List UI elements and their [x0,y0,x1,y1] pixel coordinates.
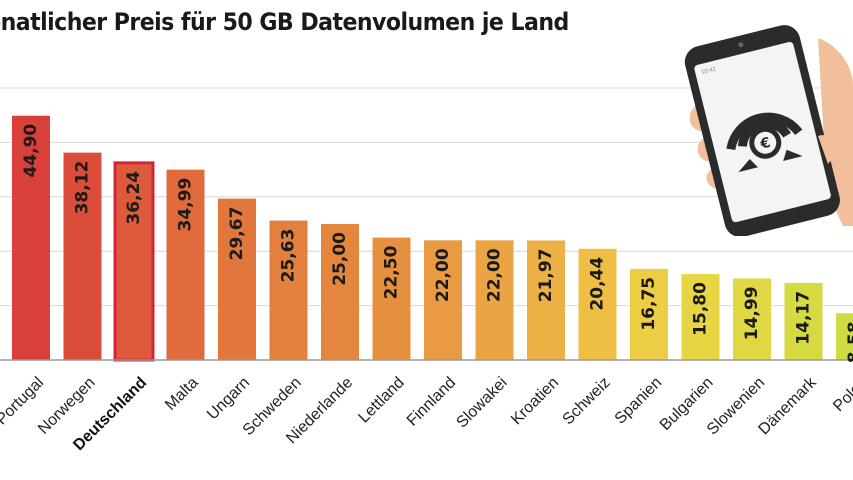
bar-finnland [424,240,462,360]
bar-schweden [269,220,308,360]
value-label-slowakei: 22,00 [485,248,505,302]
bar-bulgarien [681,274,720,360]
bar-slowenien [733,278,771,360]
category-label-finnland: Finnland [404,374,459,429]
category-label-daenemark: Dänemark [755,373,820,438]
bar-ungarn [218,198,256,360]
category-label-ungarn: Ungarn [204,374,253,423]
bar-kroatien [527,240,565,360]
value-label-norwegen: 38,12 [73,161,93,215]
value-label-portugal: 44,90 [21,124,41,178]
value-label-lettland: 22,50 [382,245,402,299]
category-label-slowakei: Slowakei [453,374,510,431]
euro-symbol: € [758,135,772,153]
bar-deutschland [113,161,155,362]
hand-holding-phone-illustration: 10:41 € [684,25,853,236]
phone-status-time: 10:41 [701,66,718,76]
value-label-deutschland: 36,24 [124,171,144,225]
value-label-bulgarien: 15,80 [691,282,711,336]
bar-niederlande [321,224,359,360]
smartphone-icon: 10:41 € [684,25,840,236]
value-label-daenemark: 14,17 [794,291,814,345]
bar-spanien [630,268,668,360]
value-labels: 44,90 38,12 36,24 34,99 29,67 25,63 25,00 22,50… [21,124,853,364]
category-label-kroatien: Kroatien [508,374,562,428]
value-label-kroatien: 21,97 [536,248,556,302]
bar-polen [836,313,853,360]
value-label-finnland: 22,00 [433,248,453,302]
value-label-malta: 34,99 [176,178,196,232]
bar-schweiz [578,248,617,360]
bar-lettland [372,237,411,360]
bar-norwegen [63,152,102,360]
value-label-schweiz: 20,44 [588,257,608,311]
value-label-slowenien: 14,99 [742,286,762,340]
bar-daenemark [784,282,823,360]
category-label-spanien: Spanien [612,374,666,428]
bars [12,115,853,362]
value-label-polen: 8,58 [845,321,853,363]
value-label-spanien: 16,75 [639,277,659,331]
category-label-polen: Polen [830,374,853,415]
value-label-ungarn: 29,67 [227,207,247,261]
euro-signal-icon: € [726,112,803,173]
bar-portugal [12,115,50,360]
value-label-niederlande: 25,00 [330,232,350,286]
bar-slowakei [475,240,514,360]
value-label-schweden: 25,63 [279,229,299,283]
category-label-schweiz: Schweiz [560,374,614,428]
category-label-lettland: Lettland [355,374,407,426]
bar-malta [166,169,205,360]
category-label-malta: Malta [162,374,202,414]
chart-title: onatlicher Preis für 50 GB Datenvolumen … [0,8,569,36]
